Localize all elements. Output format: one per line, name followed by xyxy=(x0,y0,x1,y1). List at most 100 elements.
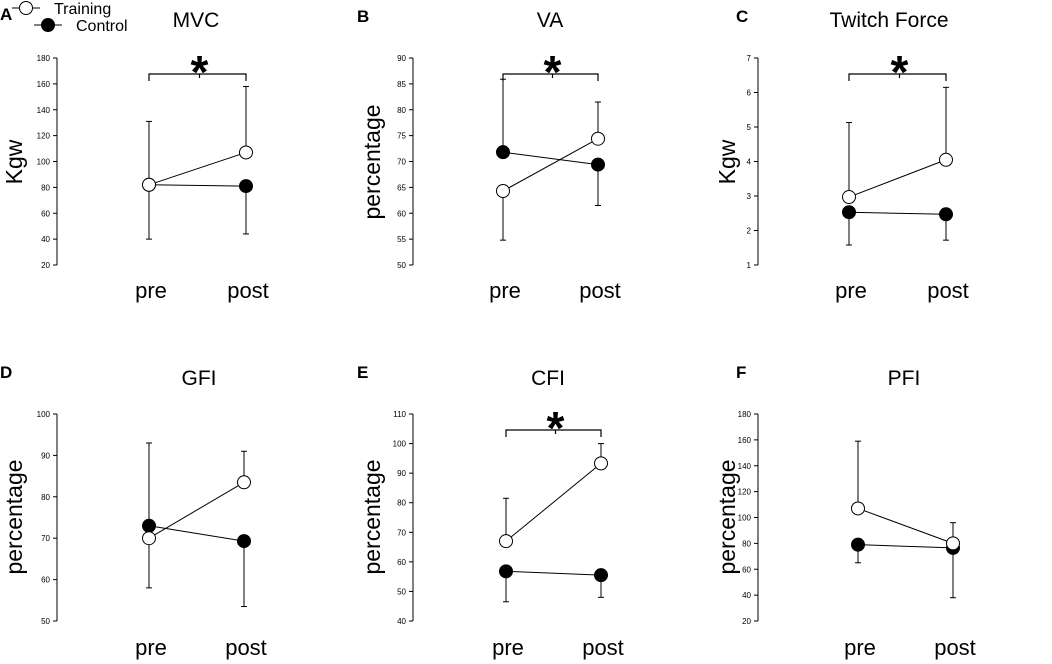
y-tick-label: 40 xyxy=(41,235,50,244)
y-tick-label: 60 xyxy=(41,576,50,585)
panel-b: B VA 50 55 60 65 70 75 80 85 90 percentage pre post * xyxy=(357,7,621,303)
y-tick-label: 60 xyxy=(397,558,406,567)
y-tick-label: 90 xyxy=(41,451,50,460)
y-tick-label: 75 xyxy=(397,132,406,141)
y-tick-label: 180 xyxy=(738,410,752,419)
series-line-training xyxy=(505,462,602,542)
y-tick-label: 20 xyxy=(742,617,751,626)
series-line-control xyxy=(148,525,245,542)
point-training-pre xyxy=(842,190,856,205)
x-tick-label-pre: pre xyxy=(492,635,524,660)
y-tick-label: 40 xyxy=(742,591,751,600)
x-tick-label-post: post xyxy=(225,635,267,660)
y-tick-label: 20 xyxy=(41,261,50,270)
series-line-training xyxy=(148,481,245,539)
legend: Training Control xyxy=(12,1,128,35)
y-tick-label: 70 xyxy=(41,534,50,543)
chart-title: PFI xyxy=(888,367,921,390)
significance-asterisk: * xyxy=(544,46,562,98)
panel-f: F PFI 20 40 60 80 100 120 140 160 180 percentage pre… xyxy=(714,363,976,660)
point-control-pre xyxy=(142,518,156,533)
y-tick-label: 140 xyxy=(37,106,51,115)
y-tick-label: 50 xyxy=(397,587,406,596)
y-tick-label: 55 xyxy=(397,235,406,244)
y-tick-label: 180 xyxy=(37,54,51,63)
y-tick-label: 50 xyxy=(41,617,50,626)
panel-letter: F xyxy=(736,363,746,382)
y-tick-label: 80 xyxy=(41,493,50,502)
y-tick-label: 60 xyxy=(41,209,50,218)
panel-c: C Twitch Force 1 2 3 4 5 6 7 Kgw pre post * xyxy=(714,7,969,303)
legend-control-marker xyxy=(41,18,55,32)
point-training-post xyxy=(591,131,605,146)
x-tick-label-pre: pre xyxy=(489,278,521,303)
y-tick-label: 2 xyxy=(747,227,752,236)
chart-title: CFI xyxy=(531,367,565,390)
panel-letter: C xyxy=(736,7,748,26)
point-control-pre xyxy=(842,205,856,220)
panel-a: A MVC 20 40 60 80 100 120 140 160 180 Kgw pre post * xyxy=(0,5,269,303)
y-tick-label: 100 xyxy=(37,410,51,419)
point-training-post xyxy=(946,536,960,551)
y-axis-label: Kgw xyxy=(714,139,740,184)
point-training-pre xyxy=(142,177,156,192)
point-training-pre xyxy=(142,531,156,546)
y-tick-label: 90 xyxy=(397,469,406,478)
point-control-post xyxy=(939,207,953,222)
legend-training-label: Training xyxy=(54,1,111,18)
panel-letter: E xyxy=(357,363,368,382)
point-training-post xyxy=(239,145,253,160)
significance-bracket xyxy=(505,429,602,437)
y-tick-label: 65 xyxy=(397,183,406,192)
point-training-pre xyxy=(851,501,865,516)
x-tick-label-pre: pre xyxy=(844,635,876,660)
significance-bracket xyxy=(148,73,247,81)
series-line-control xyxy=(848,211,947,215)
x-tick-label-pre: pre xyxy=(135,278,167,303)
y-tick-label: 140 xyxy=(738,462,752,471)
y-tick-label: 80 xyxy=(397,106,406,115)
point-control-post xyxy=(237,534,251,549)
series-line-control xyxy=(857,544,954,549)
y-axis-label: percentage xyxy=(359,459,385,574)
y-tick-label: 80 xyxy=(397,499,406,508)
y-tick-label: 1 xyxy=(747,261,752,270)
y-tick-label: 60 xyxy=(397,209,406,218)
y-tick-label: 6 xyxy=(747,89,752,98)
x-tick-label-post: post xyxy=(227,278,269,303)
y-tick-label: 50 xyxy=(397,261,406,270)
x-tick-label-post: post xyxy=(934,635,976,660)
chart-title: MVC xyxy=(173,9,220,32)
y-tick-label: 80 xyxy=(41,183,50,192)
y-tick-label: 160 xyxy=(37,80,51,89)
series-line-training xyxy=(848,159,947,198)
significance-asterisk: * xyxy=(891,46,909,98)
y-tick-label: 120 xyxy=(37,132,51,141)
y-tick-label: 110 xyxy=(393,410,406,419)
x-tick-label-post: post xyxy=(582,635,624,660)
y-axis-label: percentage xyxy=(714,459,740,574)
y-tick-label: 5 xyxy=(747,123,752,132)
x-tick-label-post: post xyxy=(927,278,969,303)
legend-training-marker xyxy=(19,1,33,15)
point-training-pre xyxy=(496,183,510,198)
y-tick-label: 160 xyxy=(738,436,752,445)
y-tick-label: 70 xyxy=(397,528,406,537)
y-tick-label: 7 xyxy=(747,54,752,63)
y-tick-label: 40 xyxy=(397,617,406,626)
y-axis-label: Kgw xyxy=(1,139,27,184)
series-line-control xyxy=(148,184,247,187)
chart-title: Twitch Force xyxy=(829,9,948,32)
significance-bracket xyxy=(848,73,947,81)
significance-asterisk: * xyxy=(191,46,209,98)
x-tick-label-post: post xyxy=(579,278,621,303)
point-training-post xyxy=(237,475,251,490)
y-axis-label: percentage xyxy=(1,459,27,574)
panel-d: D GFI 50 60 70 80 90 100 percentage pre post xyxy=(0,363,267,660)
panel-letter: A xyxy=(0,5,12,24)
point-training-post xyxy=(594,456,608,471)
y-tick-label: 85 xyxy=(397,80,406,89)
y-tick-label: 100 xyxy=(393,440,407,449)
point-control-pre xyxy=(851,537,865,552)
